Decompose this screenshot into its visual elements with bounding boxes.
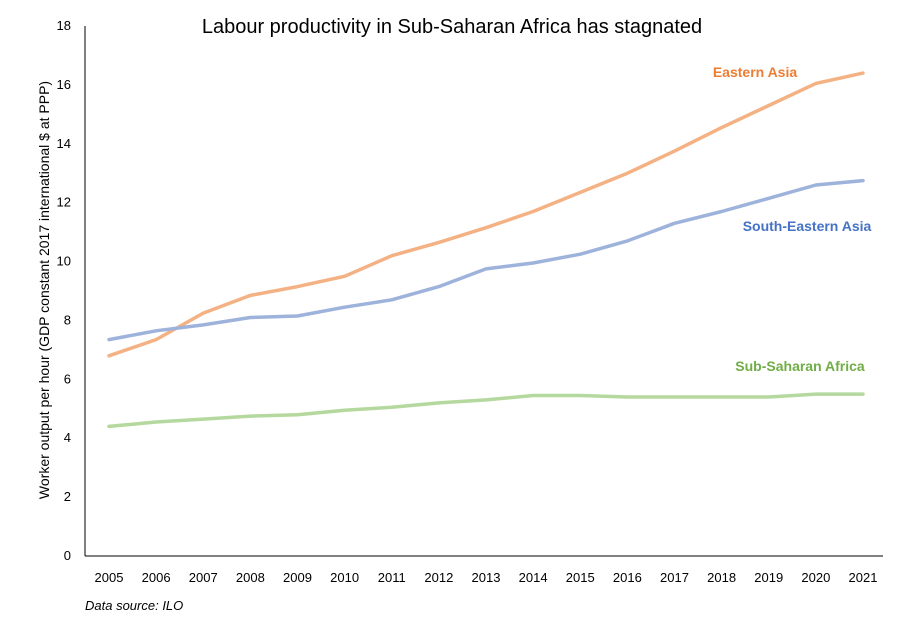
x-tick-label: 2009 bbox=[283, 570, 312, 585]
x-tick-labels: 2005 2006 2007 2008 2009 2010 2011 2012 2013 2014… bbox=[95, 570, 878, 585]
x-tick-label: 2012 bbox=[424, 570, 453, 585]
x-tick-label: 2015 bbox=[566, 570, 595, 585]
x-tick-label: 2007 bbox=[189, 570, 218, 585]
x-tick-label: 2019 bbox=[754, 570, 783, 585]
y-tick-label: 16 bbox=[57, 77, 71, 92]
x-tick-label: 2020 bbox=[801, 570, 830, 585]
x-tick-label: 2016 bbox=[613, 570, 642, 585]
y-tick-label: 12 bbox=[57, 195, 71, 210]
x-tick-label: 2005 bbox=[95, 570, 124, 585]
y-tick-label: 2 bbox=[64, 489, 71, 504]
series-line-eastern-asia bbox=[107, 71, 865, 358]
y-tick-label: 4 bbox=[64, 430, 71, 445]
x-tick-label: 2006 bbox=[142, 570, 171, 585]
y-axis-label: Worker output per hour (GDP constant 201… bbox=[36, 81, 52, 499]
y-tick-label: 10 bbox=[57, 254, 71, 269]
x-tick-label: 2014 bbox=[519, 570, 548, 585]
series-label: Sub-Saharan Africa bbox=[735, 358, 865, 374]
y-tick-label: 14 bbox=[57, 136, 71, 151]
x-tick-label: 2010 bbox=[330, 570, 359, 585]
x-tick-label: 2017 bbox=[660, 570, 689, 585]
series-labels: Eastern Asia South-Eastern Asia Sub-Sahara… bbox=[713, 64, 872, 374]
chart-title: Labour productivity in Sub-Saharan Afric… bbox=[202, 16, 702, 38]
series-line-sub-saharan-africa bbox=[107, 392, 865, 429]
y-tick-label: 8 bbox=[64, 312, 71, 327]
series-line-south-eastern-asia bbox=[107, 178, 865, 342]
x-tick-label: 2018 bbox=[707, 570, 736, 585]
series-lines bbox=[107, 71, 865, 429]
y-tick-labels: 0 2 4 6 8 10 12 14 16 18 bbox=[57, 18, 71, 563]
y-tick-label: 18 bbox=[57, 18, 71, 33]
x-tick-label: 2008 bbox=[236, 570, 265, 585]
series-label: Eastern Asia bbox=[713, 64, 798, 80]
y-tick-label: 6 bbox=[64, 371, 71, 386]
y-tick-label: 0 bbox=[64, 548, 71, 563]
x-tick-label: 2011 bbox=[378, 570, 406, 585]
data-source-note: Data source: ILO bbox=[85, 598, 183, 613]
series-label: South-Eastern Asia bbox=[743, 218, 872, 234]
x-tick-label: 2021 bbox=[849, 570, 878, 585]
x-tick-label: 2013 bbox=[472, 570, 501, 585]
